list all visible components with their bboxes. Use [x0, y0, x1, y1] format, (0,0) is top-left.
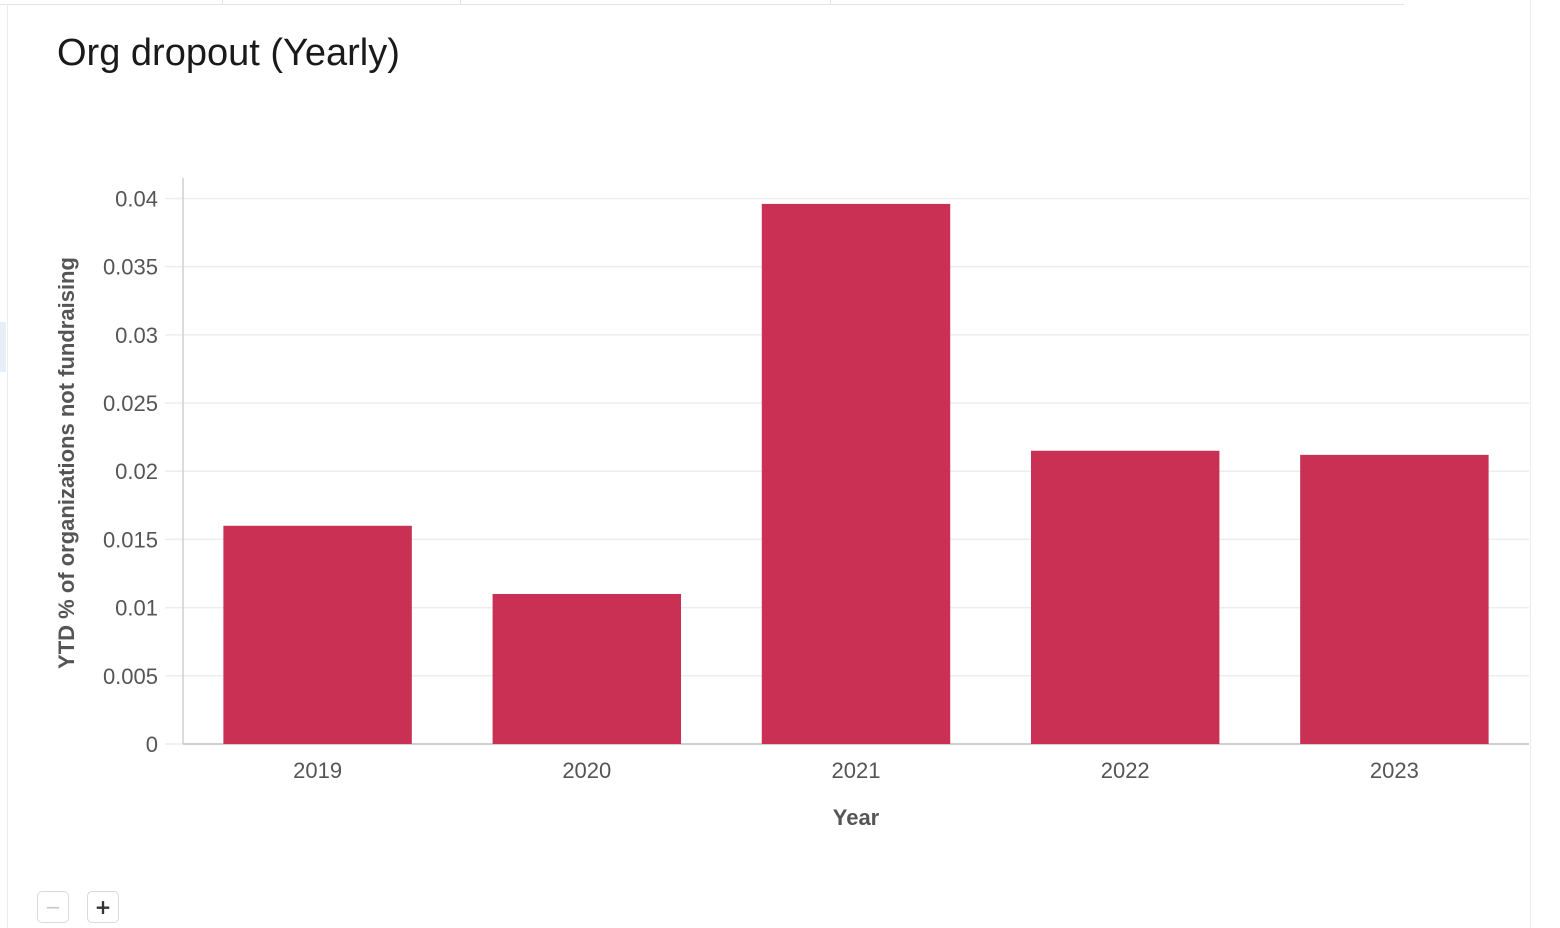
bar-2021	[761, 203, 951, 744]
y-tick-label: 0.005	[103, 664, 158, 689]
x-tick-label: 2019	[293, 758, 342, 783]
y-tick-label: 0.02	[115, 459, 158, 484]
x-axis-title: Year	[833, 805, 880, 830]
x-tick-label: 2022	[1101, 758, 1150, 783]
y-tick-label: 0.035	[103, 255, 158, 280]
bar-2020	[492, 593, 682, 744]
plus-icon: +	[94, 895, 112, 919]
zoom-out-button[interactable]: −	[37, 891, 69, 923]
card-left-border	[7, 4, 8, 928]
y-tick-label: 0.025	[103, 391, 158, 416]
y-tick-label: 0.01	[115, 596, 158, 621]
y-tick-label: 0.015	[103, 527, 158, 552]
bar-2022	[1030, 450, 1220, 744]
chart-card-title: Org dropout (Yearly)	[57, 32, 400, 74]
toolbar-separator	[222, 0, 223, 4]
y-tick-label: 0.04	[115, 186, 158, 211]
toolbar-separator	[460, 0, 461, 4]
y-axis-title: YTD % of organizations not fundraising	[54, 257, 79, 669]
x-tick-labels: 2019 2020 2021 2022 2023	[293, 758, 1419, 783]
x-tick-label: 2021	[832, 758, 881, 783]
bar-2023	[1300, 454, 1489, 744]
bars	[223, 203, 1489, 744]
x-tick-label: 2020	[562, 758, 611, 783]
minus-icon: −	[44, 895, 62, 919]
bar-2019	[223, 525, 412, 744]
toolbar-separator	[830, 0, 831, 4]
selection-marker	[0, 322, 6, 372]
top-toolbar-edge	[0, 0, 1404, 5]
y-tick-labels: 0 0.005 0.01 0.015 0.02 0.025 0.03 0.035 0.04	[103, 186, 158, 757]
y-tick-label: 0.03	[115, 323, 158, 348]
zoom-in-button[interactable]: +	[87, 891, 119, 923]
y-tick-label: 0	[146, 732, 158, 757]
x-tick-label: 2023	[1370, 758, 1419, 783]
card-right-border	[1530, 0, 1531, 928]
